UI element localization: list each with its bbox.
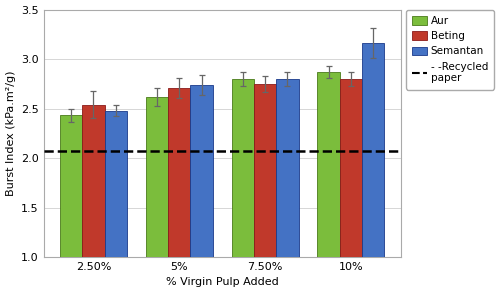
Bar [82, 105, 104, 257]
Bar [60, 115, 82, 257]
Bar [190, 85, 212, 257]
Bar [232, 79, 254, 257]
Bar [362, 43, 384, 257]
Bar [276, 79, 298, 257]
Bar [146, 97, 168, 257]
Bar [340, 79, 362, 257]
Y-axis label: Burst Index (kPa.m²/g): Burst Index (kPa.m²/g) [6, 71, 16, 196]
X-axis label: % Virgin Pulp Added: % Virgin Pulp Added [166, 277, 278, 287]
Legend: Aur, Beting, Semantan, - -Recycled
paper: Aur, Beting, Semantan, - -Recycled paper [406, 10, 494, 90]
Bar [254, 84, 276, 257]
Bar [168, 88, 190, 257]
Bar [104, 110, 127, 257]
Bar [318, 72, 340, 257]
